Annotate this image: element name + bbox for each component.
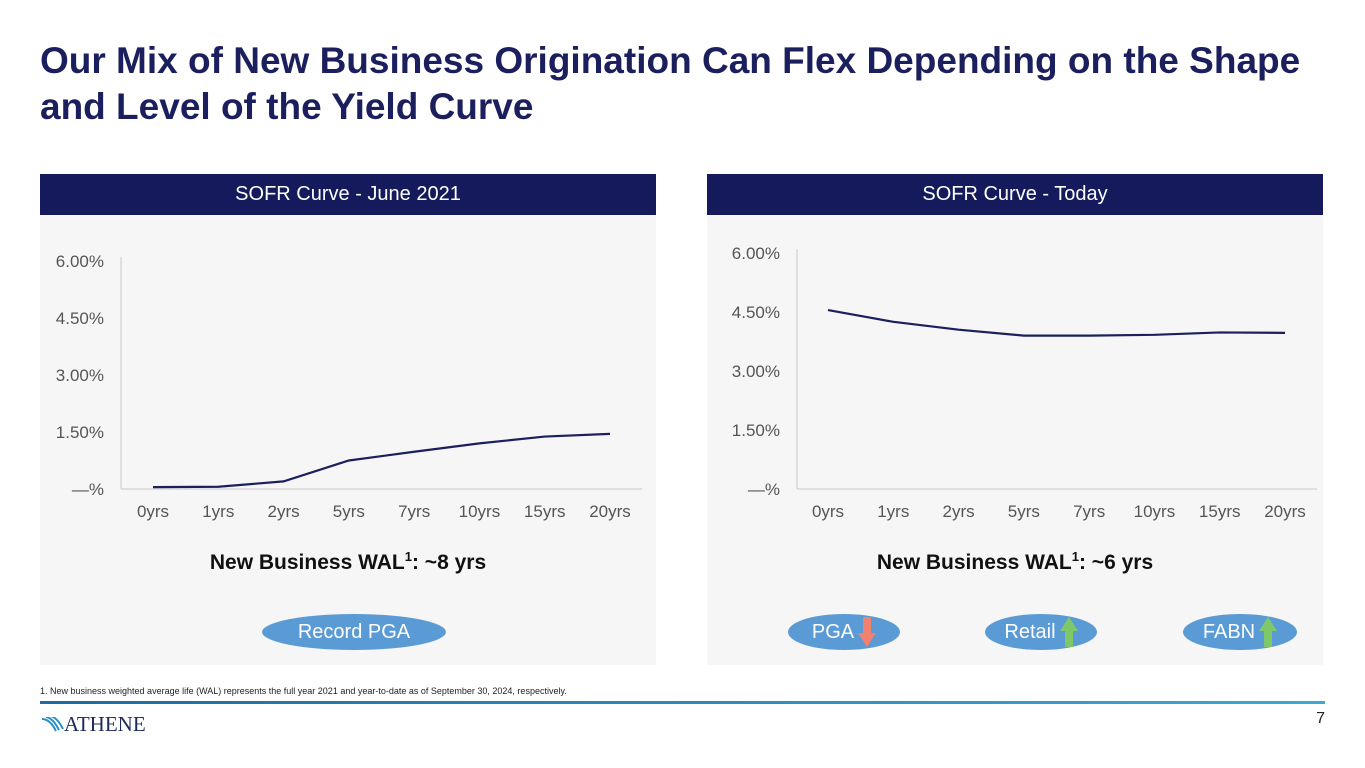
x-tick-label: 10yrs bbox=[1134, 502, 1176, 521]
series-line bbox=[152, 432, 611, 489]
y-tick-label: 3.00% bbox=[732, 362, 780, 381]
pill-label: FABN bbox=[1202, 620, 1256, 643]
x-tick-label: 0yrs bbox=[137, 502, 169, 521]
retail-pill: Retail bbox=[985, 614, 1097, 650]
wal-text: New Business WAL bbox=[209, 551, 405, 574]
pga-pill: PGA bbox=[788, 614, 900, 650]
x-tick-label: 20yrs bbox=[1264, 502, 1306, 521]
x-tick-label: 1yrs bbox=[202, 502, 234, 521]
wal-footnote-marker: 1 bbox=[404, 549, 412, 564]
sofr-june-2021-chart: —% 1.50% 3.00% 4.50% 6.00% 0yrs 1yrs 2yrs 5yrs 7y… bbox=[56, 252, 642, 521]
wal-footnote-marker: 1 bbox=[1071, 549, 1079, 564]
y-tick-label: —% bbox=[748, 480, 780, 499]
y-tick-label: 1.50% bbox=[732, 421, 780, 440]
x-tick-label: 2yrs bbox=[268, 502, 300, 521]
y-tick-label: —% bbox=[72, 480, 104, 499]
athene-swoosh-icon bbox=[42, 716, 64, 731]
y-tick-label: 4.50% bbox=[56, 309, 104, 328]
up-arrow-icon bbox=[1059, 617, 1078, 647]
x-tick-label: 7yrs bbox=[398, 502, 430, 521]
down-arrow-icon bbox=[858, 617, 877, 647]
wal-value: : ~6 yrs bbox=[1078, 551, 1154, 574]
chart-panel-today: SOFR Curve - Today —% 1.50% 3.00% 4.50% 6.00… bbox=[707, 174, 1323, 665]
up-arrow-icon bbox=[1259, 617, 1278, 647]
wal-label: New Business WAL1: ~8 yrs bbox=[40, 549, 656, 575]
record-pga-pill: Record PGA bbox=[262, 614, 446, 650]
panel-header: SOFR Curve - Today bbox=[707, 174, 1323, 215]
y-tick-label: 4.50% bbox=[732, 303, 780, 322]
pill-label: PGA bbox=[811, 620, 855, 643]
series-line bbox=[827, 308, 1286, 337]
fabn-pill: FABN bbox=[1183, 614, 1297, 650]
chart-panel-june-2021: SOFR Curve - June 2021 —% 1.50% 3.00% 4.50%… bbox=[40, 174, 656, 665]
page-number: 7 bbox=[1316, 710, 1325, 727]
sofr-today-chart: —% 1.50% 3.00% 4.50% 6.00% 0yrs 1yrs 2yrs 5yrs 7y… bbox=[732, 244, 1317, 521]
pill-label: Record PGA bbox=[297, 620, 411, 643]
panel-header: SOFR Curve - June 2021 bbox=[40, 174, 656, 215]
y-tick-label: 6.00% bbox=[56, 252, 104, 271]
footnote: 1. New business weighted average life (W… bbox=[40, 686, 567, 696]
wal-label: New Business WAL1: ~6 yrs bbox=[707, 549, 1323, 575]
wal-value: : ~8 yrs bbox=[411, 551, 487, 574]
x-tick-label: 2yrs bbox=[943, 502, 975, 521]
x-tick-label: 0yrs bbox=[812, 502, 844, 521]
x-tick-label: 10yrs bbox=[459, 502, 501, 521]
x-tick-label: 7yrs bbox=[1073, 502, 1105, 521]
x-tick-label: 15yrs bbox=[524, 502, 566, 521]
pill-label: Retail bbox=[1004, 620, 1056, 643]
page-title: Our Mix of New Business Origination Can … bbox=[40, 40, 1301, 127]
x-tick-label: 15yrs bbox=[1199, 502, 1241, 521]
y-tick-label: 6.00% bbox=[732, 244, 780, 263]
logo-text: ATHENE bbox=[64, 712, 146, 736]
x-tick-label: 20yrs bbox=[589, 502, 631, 521]
y-tick-label: 3.00% bbox=[56, 366, 104, 385]
x-tick-label: 1yrs bbox=[877, 502, 909, 521]
wal-text: New Business WAL bbox=[876, 551, 1072, 574]
x-tick-label: 5yrs bbox=[333, 502, 365, 521]
athene-logo: ATHENE bbox=[42, 712, 146, 737]
footer-divider bbox=[40, 701, 1325, 704]
y-tick-label: 1.50% bbox=[56, 423, 104, 442]
x-tick-label: 5yrs bbox=[1008, 502, 1040, 521]
